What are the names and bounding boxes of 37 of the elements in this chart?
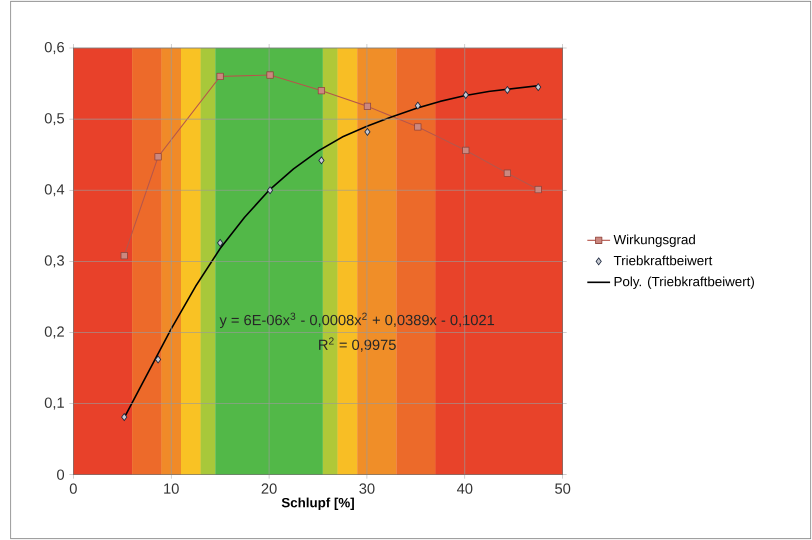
point	[318, 156, 324, 164]
x-tick-label: 10	[164, 483, 179, 494]
y-tick-label: 0,2	[44, 326, 64, 339]
x-tick-label: 50	[555, 483, 570, 494]
y-tick-label: 0,3	[44, 255, 64, 268]
point	[154, 153, 162, 160]
point	[504, 86, 510, 94]
point	[267, 186, 274, 194]
legend-label: Wirkungsgrad	[614, 234, 695, 247]
point	[534, 186, 542, 194]
y-tick-label: 0,1	[44, 398, 64, 410]
y-tick-label: 0	[57, 469, 64, 480]
y-tick-label: 0,4	[44, 184, 64, 196]
y-tick-label: 0,5	[44, 113, 64, 126]
legend-label: Triebkraftbeiwert	[614, 256, 712, 266]
point	[121, 413, 128, 421]
point	[414, 102, 421, 110]
point	[364, 102, 372, 110]
point	[462, 146, 470, 154]
point	[462, 91, 469, 99]
x-axis-title: Schlupf [%]	[282, 498, 354, 510]
point	[266, 71, 274, 79]
point	[155, 356, 162, 364]
point	[318, 87, 326, 94]
x-tick-label: 30	[359, 483, 375, 494]
legend-label: Poly. (Triebkraftbeiwert)	[614, 276, 754, 289]
x-tick-label: 40	[456, 483, 472, 494]
x-tick-label: 20	[262, 483, 277, 494]
y-tick-label: 0,6	[44, 42, 64, 54]
point	[364, 128, 370, 136]
point	[216, 72, 224, 80]
point	[217, 238, 224, 247]
point	[535, 83, 542, 91]
point	[414, 123, 422, 131]
point	[120, 252, 128, 260]
point	[504, 170, 511, 177]
x-tick-label: 0	[70, 483, 77, 494]
